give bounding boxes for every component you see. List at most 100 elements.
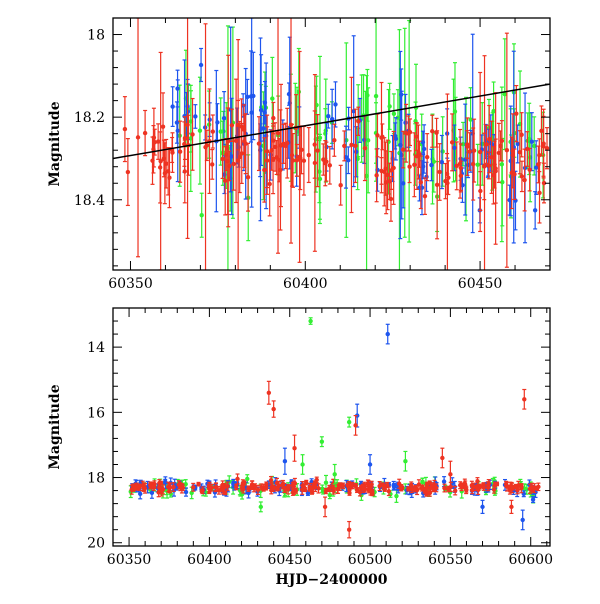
red-band-point (165, 147, 171, 196)
red-band-point (424, 133, 430, 182)
data-point (504, 148, 510, 153)
red-band-point (458, 481, 463, 490)
data-point (316, 486, 321, 491)
blue-band-point (163, 478, 168, 485)
data-point (229, 123, 235, 128)
y-tick-label: 18 (87, 471, 105, 487)
red-band-point (264, 126, 270, 195)
data-point (300, 487, 305, 492)
red-band-point (229, 108, 235, 143)
data-point (346, 482, 352, 488)
green-band-outlier (346, 416, 352, 428)
data-point (271, 406, 276, 412)
red-band-point (353, 108, 358, 184)
red-band-point (196, 481, 201, 487)
red-band-point (134, 482, 139, 491)
y-tick-label: 16 (87, 405, 105, 421)
data-point (290, 158, 296, 163)
data-point (458, 173, 464, 179)
red-band-point (374, 148, 379, 203)
red-band-outlier (322, 496, 328, 518)
red-band-point (457, 128, 463, 199)
data-point (255, 487, 261, 493)
red-band-point (486, 483, 491, 492)
data-point (537, 153, 542, 158)
red-band-point (452, 485, 458, 496)
data-point (151, 484, 156, 489)
data-point (442, 485, 447, 491)
red-band-point (162, 142, 168, 205)
data-point (185, 122, 190, 128)
red-band-outlier (266, 380, 272, 405)
data-point (122, 126, 128, 132)
data-point (398, 485, 404, 491)
red-band-point (316, 483, 321, 494)
blue-band-point (286, 82, 292, 106)
red-band-point (235, 473, 240, 485)
data-point (440, 149, 445, 154)
green-band-point (391, 93, 397, 135)
blue-band-point (262, 100, 267, 125)
data-point (471, 148, 477, 153)
blue-band-point (393, 117, 399, 161)
data-point (391, 484, 397, 490)
red-band-point (227, 150, 232, 182)
data-point (320, 486, 325, 491)
data-point (330, 485, 335, 490)
blue-band-outlier (282, 447, 288, 475)
red-band-point (357, 487, 363, 497)
blue-band-point (529, 112, 534, 172)
y-axis-label: Magnitude (47, 101, 63, 186)
data-point (514, 111, 519, 116)
data-point (387, 104, 392, 109)
red-band-point (541, 108, 546, 179)
data-point (424, 485, 430, 490)
red-band-point (300, 484, 305, 495)
data-point (422, 193, 428, 199)
data-point (393, 136, 399, 142)
data-point (182, 169, 187, 174)
data-point (409, 486, 414, 492)
data-point (142, 485, 147, 491)
data-point (421, 146, 427, 152)
red-band-point (469, 480, 475, 491)
red-band-point (519, 160, 525, 193)
data-point (457, 161, 463, 167)
data-point (486, 485, 491, 490)
data-point (327, 492, 333, 498)
data-point (507, 197, 512, 203)
data-point (467, 149, 472, 154)
data-point (513, 484, 518, 489)
data-point (288, 122, 294, 127)
red-band-point (210, 148, 215, 180)
data-point (385, 331, 390, 337)
data-point (220, 156, 225, 162)
data-point (468, 117, 473, 122)
red-band-point (269, 129, 274, 171)
data-point (385, 172, 390, 178)
data-point (519, 132, 524, 137)
blue-band-point (174, 101, 180, 144)
blue-band-point (463, 103, 468, 216)
data-point (142, 130, 148, 136)
red-band-point (191, 482, 196, 492)
data-point (163, 479, 168, 484)
red-band-point (422, 177, 428, 215)
blue-band-point (170, 86, 175, 128)
red-band-point (256, 116, 262, 172)
red-band-point (442, 483, 447, 493)
data-point (532, 143, 537, 149)
red-band-point (249, 485, 254, 491)
data-point (449, 140, 455, 145)
data-point (480, 504, 485, 510)
blue-band-point (532, 191, 538, 230)
data-point (491, 487, 497, 492)
data-point (298, 155, 303, 161)
red-band-point (241, 104, 247, 155)
data-point (234, 484, 239, 490)
data-point (346, 527, 352, 532)
data-point (362, 145, 368, 151)
red-band-point (522, 148, 527, 212)
